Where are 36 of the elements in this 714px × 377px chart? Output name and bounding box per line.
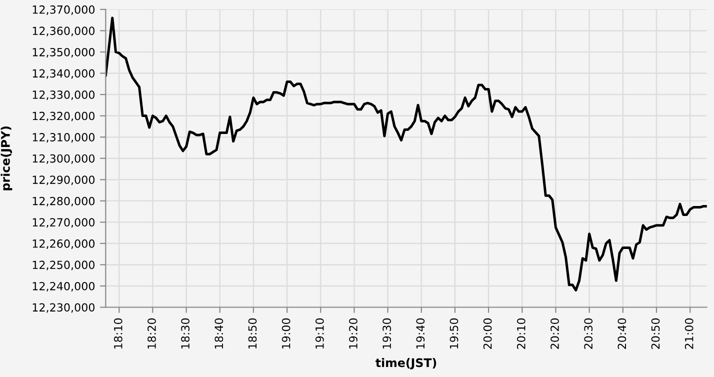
x-tick-label: 20:20	[550, 318, 559, 349]
x-tick-label: 20:40	[618, 318, 626, 349]
y-tick-label: 12,230,000	[32, 303, 95, 313]
x-tick-label: 19:20	[349, 318, 358, 348]
y-tick-label: 12,240,000	[32, 282, 95, 292]
y-axis-title: price(JPY)	[0, 126, 12, 190]
x-tick-label: 19:00	[282, 318, 290, 348]
x-tick-label: 19:40	[416, 318, 425, 348]
x-tick-label: 19:50	[450, 318, 458, 348]
y-tick-label: 12,250,000	[32, 260, 95, 270]
y-tick-label: 12,260,000	[32, 239, 95, 249]
x-tick-label: 19:10	[315, 318, 324, 348]
x-tick-label: 20:50	[651, 318, 660, 349]
x-tick-label: 21:00	[684, 318, 694, 349]
y-tick-label: 12,340,000	[32, 69, 95, 79]
x-tick-label: 19:30	[382, 318, 392, 348]
y-tick-label: 12,280,000	[32, 196, 95, 206]
x-tick-label: 18:30	[181, 318, 190, 348]
y-tick-label: 12,310,000	[32, 133, 95, 143]
y-tick-label: 12,270,000	[32, 218, 95, 228]
x-tick-label: 18:20	[148, 318, 156, 348]
y-tick-label: 12,370,000	[32, 5, 95, 15]
x-tick-label: 18:10	[114, 318, 122, 348]
x-tick-label: 20:10	[516, 318, 526, 349]
y-tick-label: 12,320,000	[32, 112, 95, 122]
x-tick-label: 18:50	[248, 318, 257, 348]
y-tick-label: 12,300,000	[32, 154, 95, 164]
x-tick-label: 20:30	[584, 318, 593, 349]
x-tick-label: 18:40	[214, 318, 224, 348]
x-tick-label: 20:00	[483, 318, 492, 349]
y-tick-label: 12,360,000	[32, 26, 95, 36]
y-tick-label: 12,350,000	[32, 48, 95, 58]
line-series	[106, 16, 707, 292]
y-tick-label: 12,330,000	[32, 90, 95, 100]
y-tick-label: 12,290,000	[32, 176, 95, 186]
x-axis-title: time(JST)	[376, 358, 436, 370]
